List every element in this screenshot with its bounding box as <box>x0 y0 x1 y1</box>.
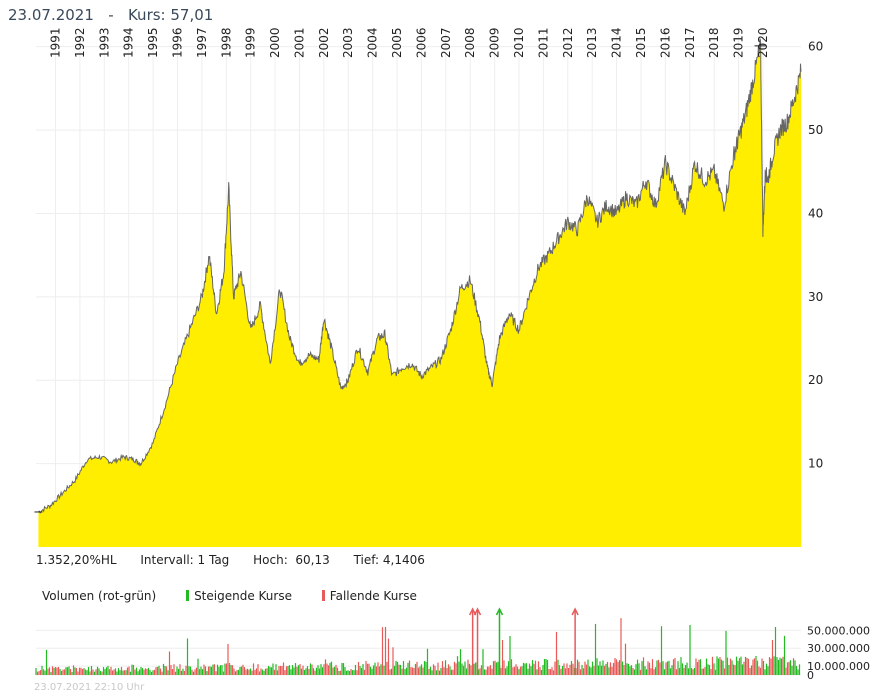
price-tick-label: 10 <box>808 457 823 471</box>
volume-title: Volumen (rot-grün) <box>42 589 157 603</box>
price-area <box>38 38 801 547</box>
timestamp-footer: 23.07.2021 22:10 Uhr <box>34 682 145 693</box>
price-tick-label: 50 <box>808 123 823 137</box>
year-tick-labels: 1991 1992 1993 1994 1995 1996 1997 1998 1999 2000… <box>49 27 770 58</box>
volume-tick-label: 0 <box>807 669 814 682</box>
overflow-arrow <box>468 607 477 616</box>
volume-tick-label: 50.000.000 <box>807 624 870 637</box>
legend-falling: Fallende Kurse <box>321 589 417 603</box>
year-tick-label: 2015 <box>634 27 648 58</box>
price-tick-label: 40 <box>808 206 823 220</box>
volume-tick-label: 30.000.000 <box>807 642 870 655</box>
performance-value: 1.352,20%HL <box>36 553 117 567</box>
volume-tick-label: 10.000.000 <box>807 660 870 673</box>
price-tick-label: 20 <box>808 373 823 387</box>
header-separator: - <box>108 6 114 24</box>
year-tick-label: 1993 <box>97 27 111 58</box>
year-tick-label: 1996 <box>170 27 184 58</box>
quote-price: Kurs: 57,01 <box>127 6 214 24</box>
volume-overflow-markers <box>468 607 579 675</box>
year-tick-label: 1995 <box>146 27 160 58</box>
year-tick-label: 2008 <box>463 27 477 58</box>
falling-swatch <box>321 590 325 601</box>
price-tick-label: 30 <box>808 290 823 304</box>
year-tick-label: 2018 <box>707 27 721 58</box>
year-tick-label: 2002 <box>317 27 331 58</box>
price-line <box>38 38 802 514</box>
volume-bars <box>35 618 801 675</box>
year-tick-label: 2013 <box>585 27 599 58</box>
year-tick-label: 2017 <box>683 27 697 58</box>
rising-swatch <box>186 590 190 601</box>
overflow-arrow <box>571 607 579 616</box>
year-tick-label: 1997 <box>195 27 209 58</box>
volume-chart: 010.000.000 30.000.000 50.000.000 <box>35 607 870 682</box>
overflow-arrow <box>495 607 504 616</box>
price-tick-labels: 10 20 30 40 50 60 <box>808 40 823 471</box>
year-tick-label: 2020 <box>756 27 770 58</box>
price-tick-label: 60 <box>808 40 823 54</box>
legend-falling-label: Fallende Kurse <box>329 589 417 603</box>
year-tick-label: 2012 <box>561 27 575 58</box>
year-tick-label: 2006 <box>414 27 428 58</box>
year-tick-label: 1991 <box>49 27 63 58</box>
legend-rising: Steigende Kurse <box>186 589 296 603</box>
year-tick-label: 2003 <box>341 27 355 58</box>
year-tick-label: 1999 <box>244 27 258 58</box>
year-tick-label: 1992 <box>73 27 87 58</box>
chart-header: 23.07.2021 - Kurs: 57,01 <box>8 6 213 24</box>
quote-date: 23.07.2021 <box>8 6 94 24</box>
year-tick-label: 1998 <box>219 27 233 58</box>
overflow-arrow <box>473 607 482 616</box>
year-tick-label: 2000 <box>268 27 282 58</box>
volume-legend: Volumen (rot-grün) Steigende Kurse Falle… <box>42 589 443 603</box>
stats-bar: 1.352,20%HL Intervall: 1 Tag Hoch: 60,13… <box>36 553 445 567</box>
year-tick-label: 2001 <box>292 27 306 58</box>
low-value: Tief: 4,1406 <box>353 553 425 567</box>
year-tick-label: 2014 <box>610 27 624 58</box>
high-value: Hoch: 60,13 <box>253 553 330 567</box>
interval-value: Intervall: 1 Tag <box>140 553 230 567</box>
year-tick-label: 2007 <box>439 27 453 58</box>
year-tick-label: 2019 <box>732 27 746 58</box>
legend-rising-label: Steigende Kurse <box>194 589 292 603</box>
year-tick-label: 2009 <box>488 27 502 58</box>
year-tick-label: 1994 <box>122 27 136 58</box>
year-tick-label: 2010 <box>512 27 526 58</box>
year-tick-label: 2005 <box>390 27 404 58</box>
year-tick-label: 2004 <box>366 27 380 58</box>
year-tick-label: 2011 <box>536 27 550 58</box>
price-chart: 1991 1992 1993 1994 1995 1996 1997 1998 1999 2000… <box>34 27 823 547</box>
volume-tick-labels: 010.000.000 30.000.000 50.000.000 <box>807 624 870 682</box>
year-tick-label: 2016 <box>658 27 672 58</box>
